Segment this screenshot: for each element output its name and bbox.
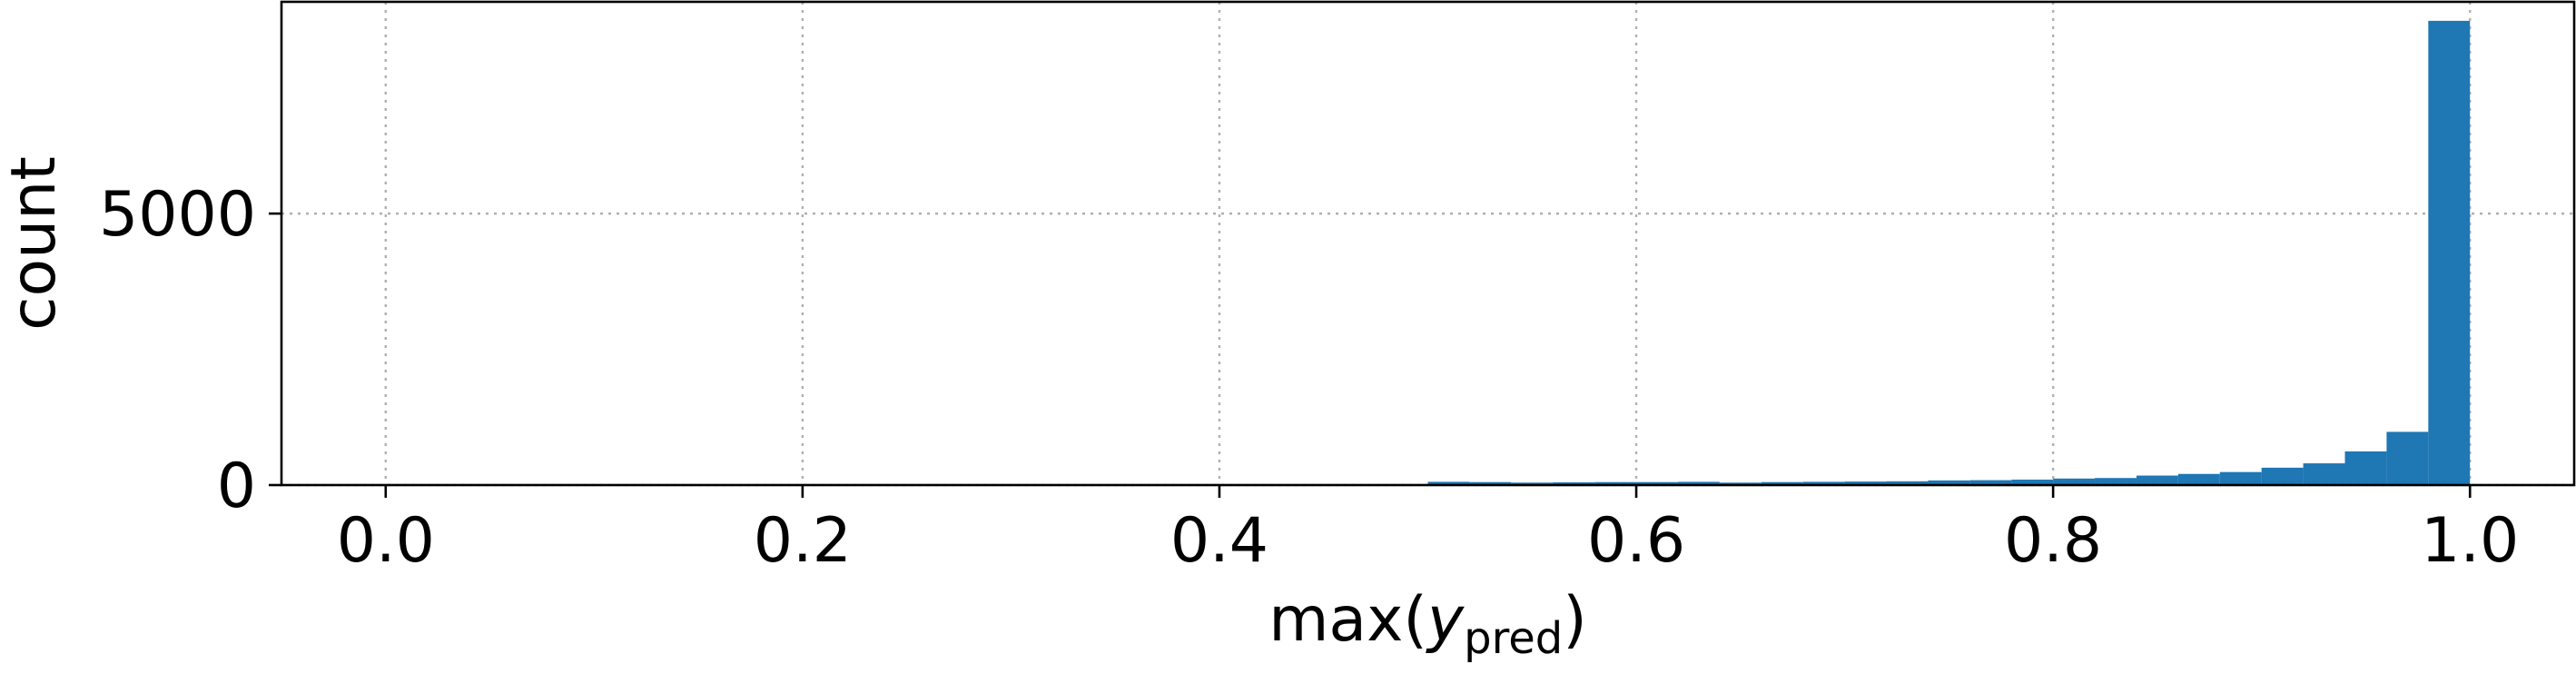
x-tick-label: 0.2 xyxy=(754,505,852,577)
histogram-bar xyxy=(1677,481,1720,485)
x-axis-label: max(ypred) xyxy=(1268,584,1587,664)
histogram-bar xyxy=(2177,473,2220,485)
y-tick-label: 0 xyxy=(217,451,256,522)
histogram-bar xyxy=(2219,471,2262,485)
x-tick-label: 0.4 xyxy=(1170,505,1268,577)
histogram-bar xyxy=(1969,480,2012,485)
x-axis-label-close: ) xyxy=(1563,584,1587,656)
x-tick-label: 0.0 xyxy=(337,505,435,577)
histogram-bar xyxy=(1427,481,1470,485)
histogram-bar xyxy=(1802,481,1845,485)
x-axis-label-main: max( xyxy=(1268,584,1427,656)
x-axis-label-subscript: pred xyxy=(1464,613,1563,664)
y-axis-label: count xyxy=(0,156,70,331)
x-tick-label: 0.6 xyxy=(1587,505,1685,577)
x-tick-label: 1.0 xyxy=(2421,505,2519,577)
histogram-bar xyxy=(1469,481,1512,485)
histogram-bar xyxy=(1719,482,1762,485)
histogram-bar xyxy=(2386,431,2429,485)
x-axis-label-var: y xyxy=(1426,584,1465,656)
histogram-bar xyxy=(1761,481,1803,485)
histogram-bar xyxy=(2261,467,2304,485)
histogram-bar xyxy=(2095,478,2137,485)
x-tick-label: 0.8 xyxy=(2004,505,2102,577)
bars-layer xyxy=(1427,20,2471,485)
histogram-bar xyxy=(2344,451,2387,485)
histogram-bar xyxy=(2053,478,2096,485)
labels-layer: max(ypred) count xyxy=(0,156,1587,664)
histogram-bar xyxy=(1594,481,1637,485)
histogram-bar xyxy=(1886,481,1929,485)
histogram-bar xyxy=(2428,20,2471,485)
y-tick-label: 5000 xyxy=(99,179,256,251)
ticks-layer: 0.0 0.2 0.4 0.6 0.8 1.0 0 5000 xyxy=(99,179,2519,577)
plot-frame xyxy=(280,0,2576,487)
histogram-bar xyxy=(1553,482,1595,485)
histogram-bar xyxy=(2303,463,2345,485)
histogram-bar xyxy=(2136,475,2178,485)
grid-layer xyxy=(281,2,2574,487)
histogram-bar xyxy=(1511,482,1554,485)
histogram-bar xyxy=(1636,481,1678,485)
histogram-bar xyxy=(1928,480,1970,485)
histogram-bar xyxy=(2011,480,2054,485)
histogram-bar xyxy=(1844,481,1887,485)
